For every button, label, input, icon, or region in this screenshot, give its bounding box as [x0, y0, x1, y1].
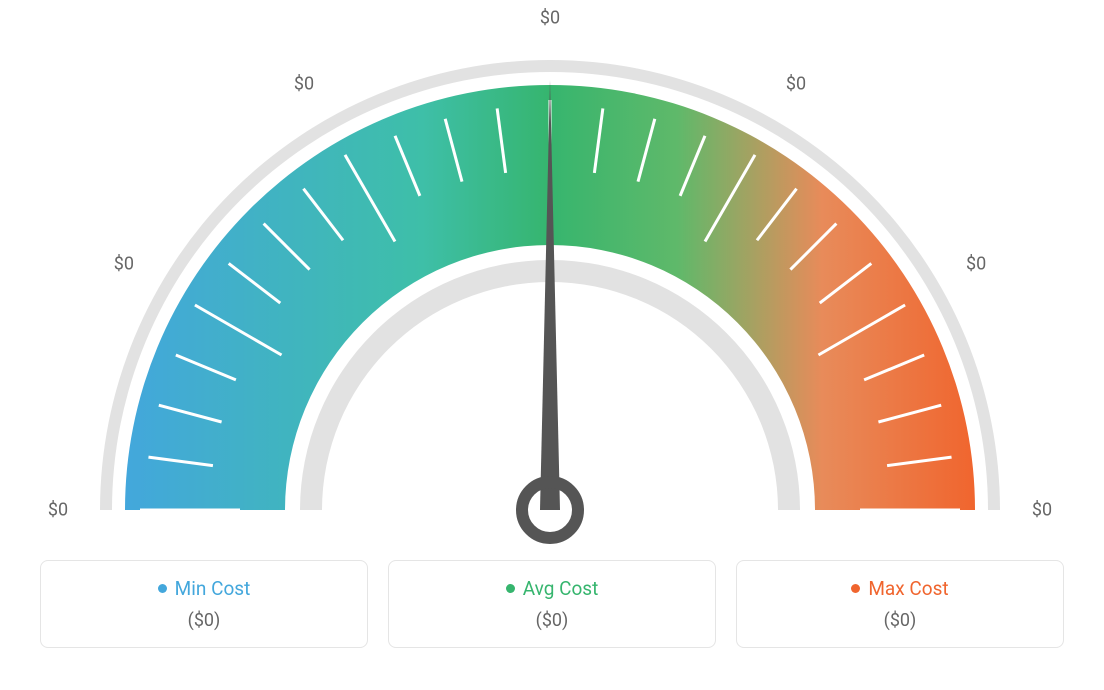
legend-label-text: Min Cost: [175, 577, 251, 600]
legend-label: Max Cost: [851, 577, 948, 600]
tick-label: $0: [786, 73, 806, 94]
gauge-area: $0 $0 $0 $0 $0 $0 $0: [30, 10, 1074, 550]
legend-card: Max Cost ($0): [736, 560, 1064, 648]
tick-label: $0: [540, 8, 560, 29]
legend-dot-icon: [158, 584, 167, 593]
tick-label: $0: [1032, 500, 1052, 521]
legend-row: Min Cost ($0) Avg Cost ($0) Max Cost ($0): [30, 560, 1074, 648]
legend-value: ($0): [409, 610, 695, 631]
legend-label: Min Cost: [158, 577, 251, 600]
cost-gauge-chart: $0$0$0$0$0$0$0 Min Cost($0)Avg Cost($0)M…: [0, 0, 1104, 690]
tick-label: $0: [114, 254, 134, 275]
gauge-svg: [30, 10, 1074, 550]
legend-label-text: Max Cost: [868, 577, 948, 600]
legend-card: Avg Cost ($0): [388, 560, 716, 648]
legend-dot-icon: [851, 584, 860, 593]
legend-value: ($0): [61, 610, 347, 631]
legend-dot-icon: [506, 584, 515, 593]
tick-label: $0: [966, 254, 986, 275]
legend-label-text: Avg Cost: [523, 577, 599, 600]
tick-label: $0: [48, 500, 68, 521]
tick-label: $0: [294, 73, 314, 94]
legend-value: ($0): [757, 610, 1043, 631]
legend-card: Min Cost ($0): [40, 560, 368, 648]
legend-label: Avg Cost: [506, 577, 599, 600]
